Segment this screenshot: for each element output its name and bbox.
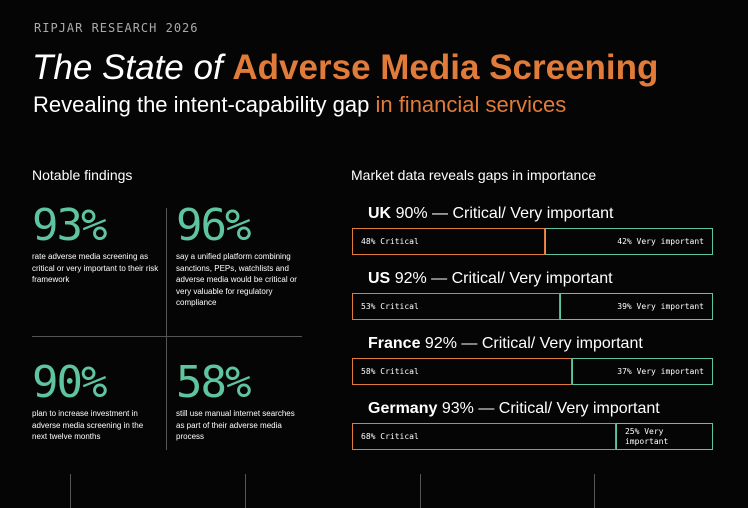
segment-label: 53% Critical: [361, 302, 419, 312]
footer-divider: [594, 474, 595, 508]
bar-segment: 39% Very important: [559, 293, 713, 320]
total: 90%: [395, 205, 428, 222]
footer-divider: [70, 474, 71, 508]
segment-label: 68% Critical: [361, 432, 419, 442]
value-label: 58%: [361, 366, 376, 376]
total-note: — Critical/ Very important: [478, 400, 660, 417]
divider: [166, 208, 167, 450]
category: US: [368, 270, 391, 287]
bar-segment: 37% Very important: [572, 358, 713, 385]
subtitle-lead: Revealing the intent-capability gap: [33, 92, 370, 117]
bar-row: UK 90% — Critical/ Very important 48% Cri…: [352, 205, 713, 255]
title: The State of Adverse Media Screening: [32, 48, 658, 88]
series-name: Critical: [380, 366, 419, 376]
row-label: UK 90% — Critical/ Very important: [352, 205, 713, 223]
row-label: US 92% — Critical/ Very important: [352, 270, 713, 288]
finding: 58% still use manual internet searches a…: [176, 357, 304, 443]
finding-stat: 93%: [32, 200, 107, 251]
category: UK: [368, 205, 392, 222]
segment-label: 58% Critical: [361, 367, 419, 377]
series-name: Critical: [380, 236, 419, 246]
category: France: [368, 335, 421, 352]
segment-label: 25% Very important: [625, 427, 704, 447]
divider: [32, 336, 302, 337]
row-label: France 92% — Critical/ Very important: [352, 335, 713, 353]
bar-segment: 48% Critical: [352, 228, 545, 255]
category: Germany: [368, 400, 438, 417]
bar: 53% Critical 39% Very important: [352, 293, 713, 320]
bar-segment: 53% Critical: [352, 293, 560, 320]
series-name: Critical: [380, 431, 419, 441]
bar-segment: 58% Critical: [352, 358, 573, 385]
value-label: 25%: [624, 426, 640, 436]
finding: 96% say a unified platform combining san…: [176, 200, 304, 309]
series-name: Very important: [636, 366, 704, 376]
series-name: Very important: [636, 301, 704, 311]
subtitle: Revealing the intent-capability gap in f…: [33, 92, 566, 118]
total-note: — Critical/ Very important: [432, 205, 614, 222]
segment-label: 42% Very important: [617, 237, 704, 247]
findings-heading: Notable findings: [32, 167, 133, 183]
value-label: 39%: [617, 301, 632, 311]
row-label: Germany 93% — Critical/ Very important: [352, 400, 713, 418]
total: 92%: [394, 270, 427, 287]
bar-segment: 42% Very important: [544, 228, 713, 255]
total: 93%: [441, 400, 474, 417]
footer-divider: [245, 474, 246, 508]
finding-text: say a unified platform combining sanctio…: [176, 252, 297, 307]
value-label: 68%: [361, 431, 376, 441]
bar-row: US 92% — Critical/ Very important 53% Cri…: [352, 270, 713, 320]
finding-stat: 90%: [32, 357, 107, 408]
finding-stat: 96%: [176, 200, 251, 251]
value-label: 48%: [361, 236, 376, 246]
bar: 48% Critical 42% Very important: [352, 228, 713, 255]
finding-text: plan to increase investment in adverse m…: [32, 409, 144, 441]
bar: 58% Critical 37% Very important: [352, 358, 713, 385]
bar-segment: 68% Critical: [352, 423, 616, 450]
value-label: 53%: [361, 301, 376, 311]
value-label: 37%: [617, 366, 632, 376]
segment-label: 39% Very important: [617, 302, 704, 312]
title-accent: Adverse Media Screening: [232, 48, 659, 87]
total-note: — Critical/ Very important: [431, 270, 613, 287]
finding: 93% rate adverse media screening as crit…: [32, 200, 160, 286]
value-label: 42%: [617, 236, 632, 246]
total: 92%: [424, 335, 457, 352]
bar: 68% Critical 25% Very important: [352, 423, 713, 450]
bar-row: Germany 93% — Critical/ Very important 68…: [352, 400, 713, 450]
subtitle-accent: in financial services: [375, 92, 567, 117]
series-name: Very important: [624, 426, 669, 446]
series-name: Critical: [380, 301, 419, 311]
kicker: RIPJAR RESEARCH 2026: [34, 21, 199, 35]
segment-label: 48% Critical: [361, 237, 419, 247]
title-lead: The State of: [32, 48, 223, 87]
series-name: Very important: [636, 236, 704, 246]
finding-text: still use manual internet searches as pa…: [176, 409, 295, 441]
bar-segment: 25% Very important: [615, 423, 713, 450]
segment-label: 37% Very important: [617, 367, 704, 377]
finding: 90% plan to increase investment in adver…: [32, 357, 160, 443]
footer-divider: [420, 474, 421, 508]
total-note: — Critical/ Very important: [461, 335, 643, 352]
bar-row: France 92% — Critical/ Very important 58%…: [352, 335, 713, 385]
finding-text: rate adverse media screening as critical…: [32, 252, 159, 284]
chart-title: Market data reveals gaps in importance: [351, 167, 597, 183]
finding-stat: 58%: [176, 357, 251, 408]
